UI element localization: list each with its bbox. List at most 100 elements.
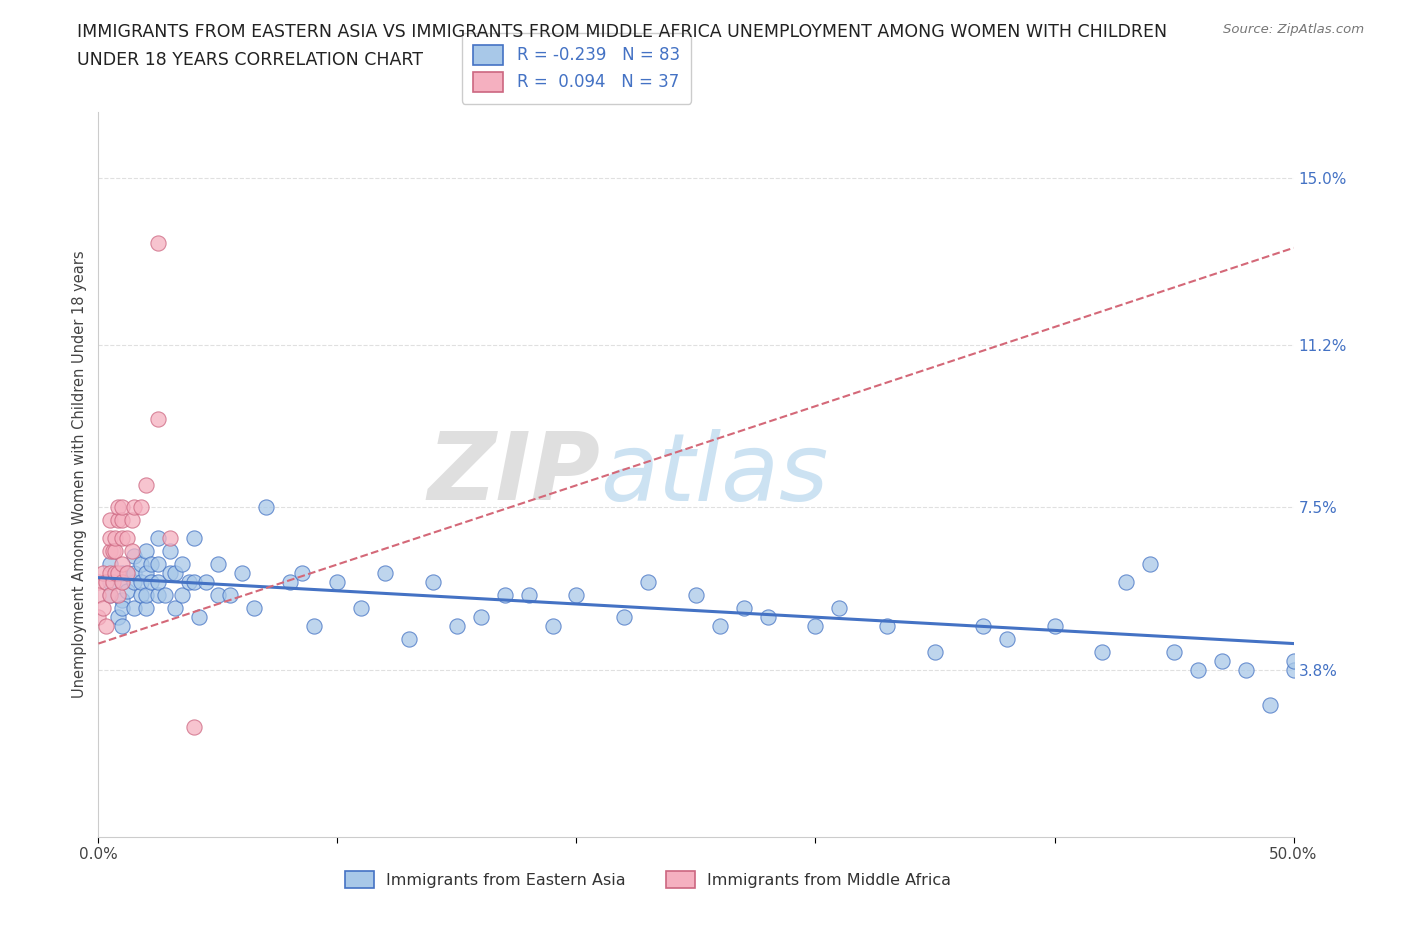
Point — [1091, 644, 1114, 659]
Point — [159, 531, 181, 546]
Point — [756, 610, 779, 625]
Point — [98, 575, 122, 590]
Point — [541, 618, 564, 633]
Point — [111, 565, 134, 580]
Point — [87, 610, 110, 625]
Point — [107, 588, 129, 603]
Point — [111, 601, 134, 616]
Text: Source: ZipAtlas.com: Source: ZipAtlas.com — [1223, 23, 1364, 36]
Point — [148, 575, 170, 590]
Point — [111, 531, 134, 546]
Point — [172, 588, 194, 603]
Point — [195, 575, 218, 590]
Point — [111, 592, 134, 607]
Point — [98, 557, 122, 572]
Text: UNDER 18 YEARS CORRELATION CHART: UNDER 18 YEARS CORRELATION CHART — [77, 51, 423, 69]
Point — [121, 513, 143, 528]
Y-axis label: Unemployment Among Women with Children Under 18 years: Unemployment Among Women with Children U… — [72, 250, 87, 698]
Point — [613, 610, 636, 625]
Point — [98, 531, 122, 546]
Point — [155, 588, 177, 603]
Point — [148, 588, 170, 603]
Point — [111, 575, 134, 590]
Point — [111, 618, 134, 633]
Point — [1282, 662, 1305, 677]
Point — [1211, 654, 1233, 669]
Point — [91, 565, 114, 580]
Point — [98, 513, 122, 528]
Point — [183, 531, 205, 546]
Point — [148, 557, 170, 572]
Point — [159, 565, 181, 580]
Point — [111, 499, 134, 514]
Text: atlas: atlas — [600, 429, 828, 520]
Point — [278, 575, 301, 590]
Point — [231, 565, 253, 580]
Point — [470, 610, 492, 625]
Point — [517, 588, 540, 603]
Point — [124, 601, 146, 616]
Point — [972, 618, 994, 633]
Point — [326, 575, 349, 590]
Point — [124, 499, 146, 514]
Text: ZIP: ZIP — [427, 429, 600, 520]
Point — [115, 565, 138, 580]
Point — [131, 499, 153, 514]
Point — [98, 588, 122, 603]
Point — [446, 618, 468, 633]
Point — [637, 575, 659, 590]
Point — [1115, 575, 1137, 590]
Point — [104, 565, 127, 580]
Point — [179, 575, 201, 590]
Point — [115, 531, 138, 546]
Point — [159, 544, 181, 559]
Point — [131, 575, 153, 590]
Point — [709, 618, 731, 633]
Point — [565, 588, 588, 603]
Point — [1139, 557, 1161, 572]
Point — [291, 565, 314, 580]
Point — [107, 499, 129, 514]
Point — [139, 557, 162, 572]
Point — [135, 601, 157, 616]
Point — [207, 557, 229, 572]
Point — [131, 588, 153, 603]
Point — [685, 588, 707, 603]
Point — [98, 588, 122, 603]
Point — [254, 499, 277, 514]
Point — [124, 575, 146, 590]
Point — [1163, 644, 1185, 659]
Point — [219, 588, 242, 603]
Point — [139, 575, 162, 590]
Point — [107, 565, 129, 580]
Point — [995, 631, 1018, 646]
Point — [87, 575, 110, 590]
Point — [183, 720, 205, 735]
Point — [87, 588, 110, 603]
Point — [111, 557, 134, 572]
Point — [924, 644, 946, 659]
Point — [135, 478, 157, 493]
Point — [104, 531, 127, 546]
Point — [91, 601, 114, 616]
Point — [207, 588, 229, 603]
Point — [111, 575, 134, 590]
Point — [135, 588, 157, 603]
Point — [148, 531, 170, 546]
Text: IMMIGRANTS FROM EASTERN ASIA VS IMMIGRANTS FROM MIDDLE AFRICA UNEMPLOYMENT AMONG: IMMIGRANTS FROM EASTERN ASIA VS IMMIGRAN… — [77, 23, 1167, 41]
Point — [111, 513, 134, 528]
Point — [1282, 654, 1305, 669]
Point — [124, 565, 146, 580]
Legend: Immigrants from Eastern Asia, Immigrants from Middle Africa: Immigrants from Eastern Asia, Immigrants… — [339, 865, 957, 895]
Point — [94, 618, 117, 633]
Point — [98, 565, 122, 580]
Point — [115, 565, 138, 580]
Point — [148, 236, 170, 251]
Point — [804, 618, 827, 633]
Point — [104, 544, 127, 559]
Point — [374, 565, 396, 580]
Point — [135, 544, 157, 559]
Point — [494, 588, 516, 603]
Point — [243, 601, 266, 616]
Point — [107, 513, 129, 528]
